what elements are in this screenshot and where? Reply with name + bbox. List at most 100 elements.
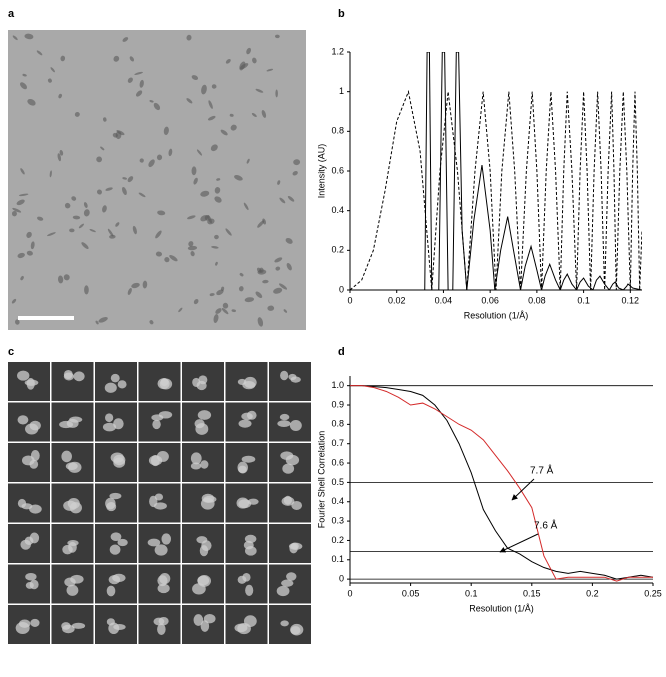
y-tick-label: 1.0 bbox=[331, 380, 344, 390]
particle bbox=[246, 158, 250, 164]
density bbox=[241, 455, 256, 463]
particle bbox=[239, 63, 249, 70]
particle bbox=[285, 237, 293, 244]
y-axis-label: Fourier Shell Correlation bbox=[316, 431, 326, 529]
particle bbox=[286, 263, 292, 271]
particle bbox=[209, 293, 215, 297]
particle bbox=[24, 33, 34, 40]
density bbox=[195, 423, 209, 435]
density bbox=[192, 377, 201, 387]
particle bbox=[58, 93, 62, 99]
particle bbox=[139, 79, 144, 88]
particle bbox=[19, 82, 28, 90]
class-tile bbox=[51, 362, 94, 401]
particle bbox=[112, 132, 118, 138]
class-tile bbox=[8, 402, 50, 442]
particle bbox=[132, 225, 137, 235]
class-tile bbox=[225, 564, 268, 604]
particle bbox=[122, 177, 127, 180]
density bbox=[154, 544, 168, 556]
y-tick-label: 0.6 bbox=[331, 457, 344, 467]
particle bbox=[64, 202, 71, 209]
particle bbox=[100, 146, 105, 151]
y-tick-label: 0.4 bbox=[331, 496, 344, 506]
density bbox=[291, 500, 303, 510]
particle bbox=[122, 37, 129, 42]
particle bbox=[49, 170, 52, 178]
density bbox=[245, 584, 254, 596]
particle bbox=[12, 35, 18, 41]
density bbox=[200, 620, 210, 632]
particle bbox=[293, 159, 301, 166]
particle bbox=[107, 228, 114, 237]
density bbox=[105, 413, 114, 423]
particle bbox=[190, 251, 195, 257]
particle bbox=[98, 316, 108, 323]
particle bbox=[59, 150, 64, 156]
particle bbox=[191, 75, 199, 80]
particle bbox=[257, 317, 264, 327]
particle bbox=[196, 149, 203, 156]
density bbox=[200, 460, 209, 469]
particle bbox=[214, 187, 221, 194]
y-axis-label: Intensity (AU) bbox=[316, 144, 326, 199]
particle bbox=[193, 298, 199, 305]
density bbox=[62, 544, 73, 555]
particle bbox=[81, 242, 89, 249]
density bbox=[29, 504, 42, 514]
density bbox=[190, 462, 202, 470]
annotation-arrow bbox=[511, 478, 535, 501]
annotation-arrow bbox=[499, 533, 539, 553]
y-tick-label: 0.8 bbox=[331, 419, 344, 429]
particle bbox=[251, 112, 257, 117]
particle bbox=[16, 199, 25, 206]
particle bbox=[127, 176, 134, 183]
density bbox=[29, 579, 39, 590]
panel-label: c bbox=[8, 346, 14, 358]
density bbox=[61, 622, 71, 630]
particle bbox=[155, 251, 163, 257]
particle bbox=[283, 309, 288, 313]
particle bbox=[213, 314, 219, 323]
density bbox=[106, 618, 115, 626]
particle bbox=[96, 156, 102, 163]
particle bbox=[60, 55, 66, 62]
particle bbox=[153, 102, 161, 111]
density bbox=[282, 463, 295, 474]
particle bbox=[142, 280, 148, 289]
particle bbox=[15, 319, 20, 325]
particle bbox=[211, 245, 219, 249]
particle bbox=[214, 196, 222, 203]
particle bbox=[187, 245, 198, 251]
density bbox=[192, 583, 206, 595]
particle bbox=[115, 222, 120, 227]
x-tick-label: 0.02 bbox=[388, 295, 406, 305]
density bbox=[61, 450, 72, 463]
density bbox=[63, 369, 73, 380]
annotation: 7.6 Å bbox=[534, 519, 558, 532]
density bbox=[242, 380, 256, 390]
particle bbox=[134, 71, 143, 75]
density bbox=[17, 370, 30, 381]
particle bbox=[193, 177, 198, 185]
x-tick-label: 0.06 bbox=[481, 295, 499, 305]
particle bbox=[30, 241, 35, 250]
x-tick-label: 0 bbox=[347, 588, 352, 598]
particle bbox=[200, 190, 210, 197]
class-averages bbox=[8, 362, 311, 644]
particle bbox=[129, 56, 135, 62]
particle bbox=[208, 100, 213, 109]
density bbox=[290, 623, 304, 636]
particle bbox=[20, 275, 24, 281]
density bbox=[70, 574, 84, 584]
particle bbox=[168, 148, 173, 157]
particle bbox=[244, 297, 255, 303]
particle bbox=[131, 282, 140, 289]
particle bbox=[215, 308, 222, 314]
particle bbox=[287, 195, 295, 202]
particle bbox=[71, 196, 77, 201]
particle bbox=[243, 202, 249, 211]
particle bbox=[84, 285, 89, 295]
particle bbox=[191, 166, 197, 176]
